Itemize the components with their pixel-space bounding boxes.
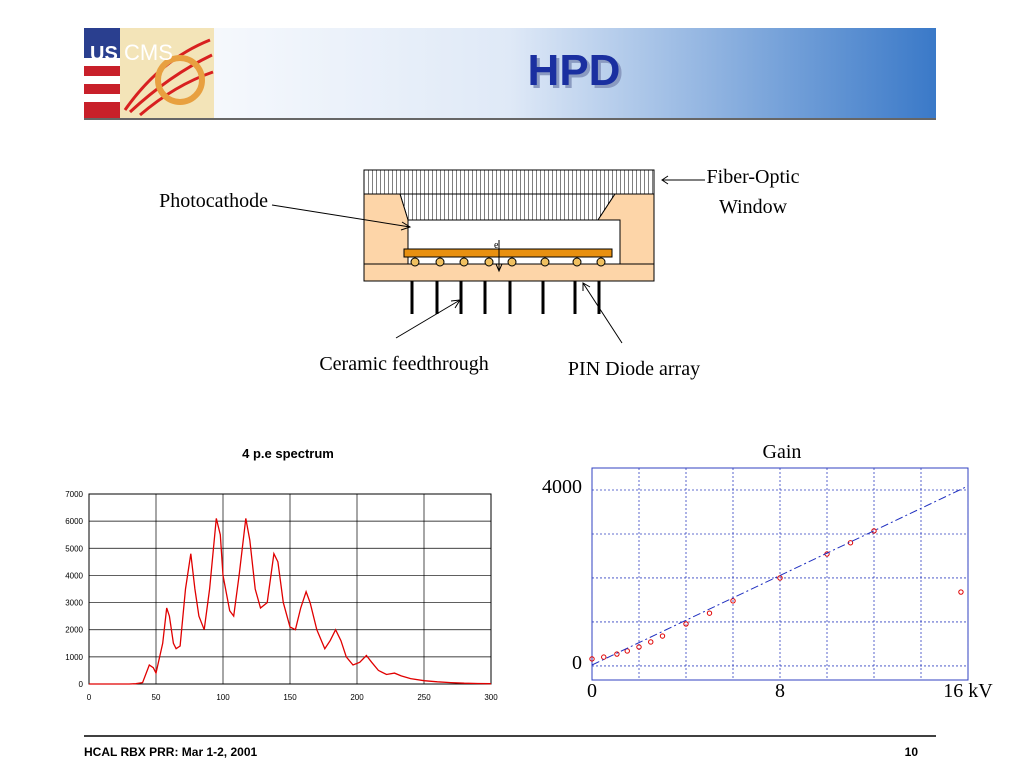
fit-line: [591, 485, 969, 666]
label: Window: [719, 196, 788, 218]
data-point: [636, 644, 642, 650]
label: Fiber-Optic: [707, 166, 800, 188]
x-tick-label: 300: [484, 693, 498, 702]
title-shadow: HPD: [531, 49, 624, 98]
x-tick-label: 100: [216, 693, 230, 702]
y-tick-label: 6000: [65, 517, 83, 526]
y-tick-label: 2000: [65, 626, 83, 635]
y-tick-label: 1000: [65, 653, 83, 662]
data-point: [683, 621, 689, 627]
header-band: [84, 28, 936, 118]
chart-title: Gain: [763, 441, 802, 463]
chart-title: 4 p.e spectrum: [242, 446, 334, 461]
footer-text: HCAL RBX PRR: Mar 1-2, 2001: [84, 745, 257, 759]
x-tick-label: 8: [775, 680, 785, 702]
title: HPD: [528, 46, 621, 95]
spectrum-line: [89, 518, 492, 685]
data-point: [659, 633, 666, 639]
data-point: [730, 598, 736, 604]
y-tick-label: 4000: [542, 476, 582, 498]
logo: US CMS: [84, 28, 214, 118]
label: Ceramic feedthrough: [319, 353, 488, 375]
logo-text: US: [90, 43, 118, 65]
data-point: [648, 639, 654, 645]
page-number: 10: [905, 745, 919, 759]
label: Photocathode: [159, 190, 268, 212]
data-point: [958, 589, 964, 595]
x-tick-label: 200: [350, 693, 364, 702]
data-point: [871, 528, 877, 534]
y-tick-label: 7000: [65, 490, 83, 499]
electron-label: e: [494, 240, 499, 251]
x-tick-label: 0: [87, 693, 92, 702]
data-point: [706, 610, 713, 616]
y-tick-label: 4000: [65, 571, 83, 580]
y-tick-label: 5000: [65, 544, 83, 553]
y-tick-label: 0: [79, 680, 84, 689]
logo-text: CMS: [124, 40, 173, 65]
hpd-diagram: [271, 169, 705, 344]
plot-frame: [88, 493, 492, 685]
data-point: [614, 651, 620, 657]
x-tick-label: 250: [417, 693, 431, 702]
x-tick-label: 0: [587, 680, 597, 702]
y-tick-label: 0: [572, 652, 582, 674]
spectrum-chart: 4 p.e spectrum01000200030004000500060007…: [65, 446, 498, 702]
data-point: [589, 656, 595, 662]
y-tick-label: 3000: [65, 599, 83, 608]
x-tick-label: 150: [283, 693, 297, 702]
x-tick-label: 16 kV: [943, 680, 993, 702]
x-tick-label: 50: [152, 693, 161, 702]
data-point: [601, 654, 607, 660]
label: PIN Diode array: [568, 358, 700, 380]
gain-chart: Gain 0 4000 0 8 16 kV: [542, 441, 993, 702]
